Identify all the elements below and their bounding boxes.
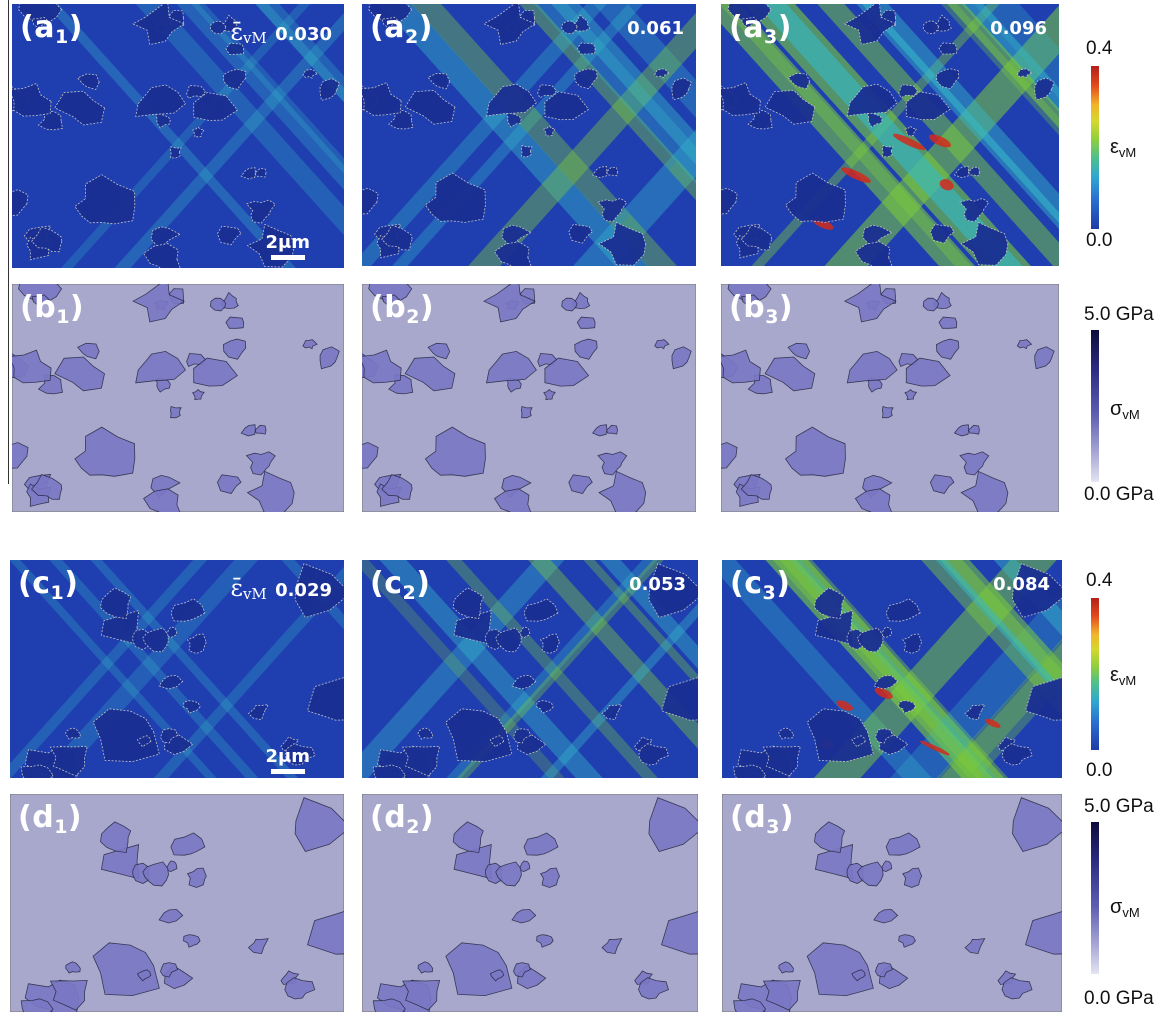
strain-field-image — [721, 4, 1059, 266]
panel-label-a3: (a3) — [729, 10, 792, 48]
panel-label-b1: (b1) — [20, 290, 85, 328]
colorbar-stress-bottom-min: 0.0 GPa — [1084, 988, 1154, 1009]
colorbar-strain-top-min: 0.0 — [1086, 230, 1113, 251]
panel-label-c1: (c1) — [18, 566, 79, 604]
panel-label-c3: (c3) — [730, 566, 791, 604]
figure-edge-line — [8, 0, 9, 484]
panel-c2-strain-map: (c2) 0.053 — [362, 560, 698, 778]
colorbar-strain-top-symbol: εvM — [1110, 136, 1137, 160]
stress-field-image — [10, 794, 344, 1012]
panel-d2-stress-map: (d2) — [362, 794, 698, 1012]
panel-a3-strain-map: (a3) 0.096 — [721, 4, 1059, 266]
panel-label-b2: (b2) — [370, 290, 435, 328]
panel-a2-strain-map: (a2) 0.061 — [362, 4, 696, 266]
colorbar-strain-top — [1091, 66, 1099, 229]
stress-field-image — [721, 284, 1059, 512]
colorbar-stress-top-min: 0.0 GPa — [1084, 484, 1154, 505]
stress-field-image — [362, 284, 696, 512]
mean-strain-readout-a1: ε̄vM 0.030 — [230, 18, 333, 47]
mean-strain-readout-c1: ε̄vM 0.029 — [230, 574, 333, 603]
panel-label-a2: (a2) — [370, 10, 433, 48]
mean-strain-readout-c2: 0.053 — [629, 574, 686, 595]
panel-a1-strain-map: (a1) ε̄vM 0.030 2μm — [12, 4, 344, 268]
colorbar-strain-bottom-symbol: εvM — [1110, 664, 1137, 688]
strain-field-image — [722, 560, 1062, 778]
panel-d3-stress-map: (d3) — [722, 794, 1062, 1012]
strain-field-image — [10, 560, 344, 778]
stress-field-image — [12, 284, 344, 512]
stress-field-image — [722, 794, 1062, 1012]
panel-label-d2: (d2) — [370, 800, 435, 838]
panel-label-c2: (c2) — [370, 566, 431, 604]
strain-field-image — [12, 4, 344, 268]
panel-label-b3: (b3) — [729, 290, 794, 328]
colorbar-strain-bottom — [1091, 598, 1099, 750]
panel-b1-stress-map: (b1) — [12, 284, 344, 512]
panel-d1-stress-map: (d1) — [10, 794, 344, 1012]
colorbar-strain-bottom-min: 0.0 — [1086, 760, 1113, 781]
mean-strain-readout-a3: 0.096 — [990, 18, 1047, 39]
colorbar-stress-bottom-symbol: σvM — [1110, 896, 1140, 920]
panel-b2-stress-map: (b2) — [362, 284, 696, 512]
panel-c1-strain-map: (c1) ε̄vM 0.029 2μm — [10, 560, 344, 778]
strain-field-image — [362, 4, 696, 266]
colorbar-stress-bottom — [1091, 822, 1099, 974]
stress-field-image — [362, 794, 698, 1012]
colorbar-stress-top-symbol: σvM — [1110, 398, 1140, 422]
panel-label-d3: (d3) — [730, 800, 795, 838]
panel-label-d1: (d1) — [18, 800, 83, 838]
mean-strain-readout-a2: 0.061 — [627, 18, 684, 39]
panel-label-a1: (a1) — [20, 10, 83, 48]
scale-bar-c1: 2μm — [265, 746, 310, 774]
colorbar-stress-top — [1091, 330, 1099, 482]
colorbar-stress-bottom-max: 5.0 GPa — [1084, 796, 1154, 817]
mean-strain-readout-c3: 0.084 — [993, 574, 1050, 595]
strain-field-image — [362, 560, 698, 778]
colorbar-stress-top-max: 5.0 GPa — [1084, 304, 1154, 325]
colorbar-strain-top-max: 0.4 — [1086, 38, 1113, 59]
colorbar-strain-bottom-max: 0.4 — [1086, 570, 1113, 591]
panel-b3-stress-map: (b3) — [721, 284, 1059, 512]
scale-bar-a1: 2μm — [265, 232, 310, 260]
panel-c3-strain-map: (c3) 0.084 — [722, 560, 1062, 778]
